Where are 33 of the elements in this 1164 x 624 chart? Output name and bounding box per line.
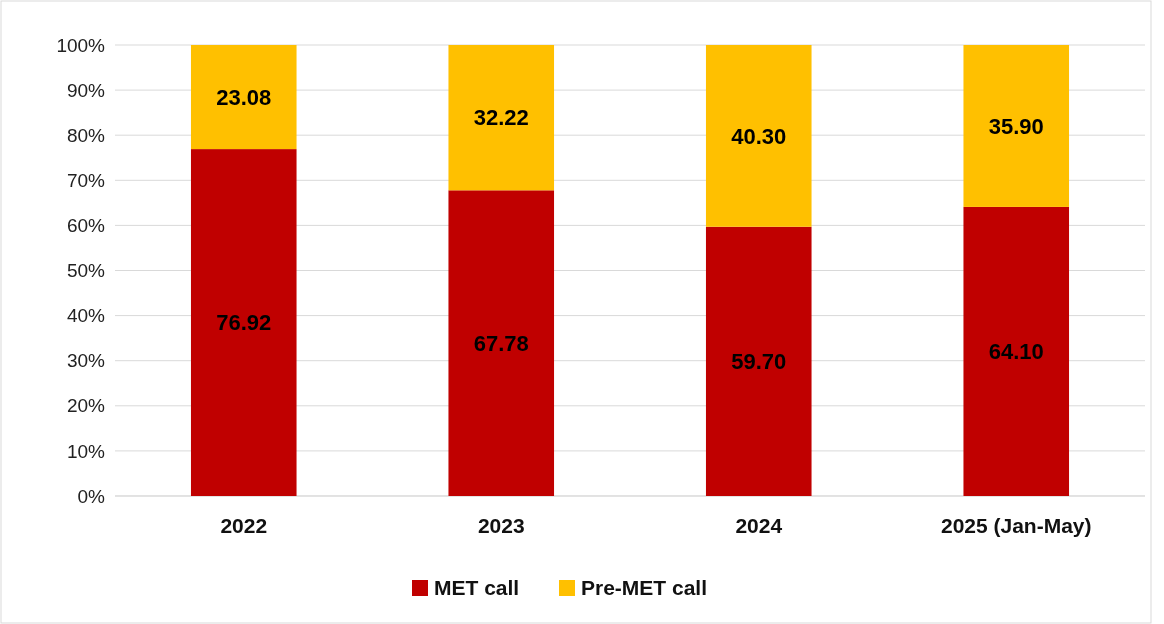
text: 67.78 <box>473 330 529 356</box>
y-tick-label: 100% <box>56 34 106 56</box>
bar <box>963 206 1070 496</box>
bar <box>963 45 1070 207</box>
text: 40.30 <box>731 123 787 149</box>
y-tick-label: 10% <box>66 440 106 462</box>
x-tick-label: 2025 (Jan-May) <box>940 514 1092 537</box>
y-tick-label: 80% <box>66 124 106 146</box>
y-tick-label: 60% <box>66 215 106 237</box>
x-tick-label: 2023 <box>477 514 525 537</box>
text: 32.22 <box>473 105 529 131</box>
text: 23.08 <box>216 84 272 110</box>
y-tick-label: 40% <box>66 305 106 327</box>
y-tick-label: 30% <box>66 350 106 372</box>
text: 64.10 <box>988 339 1044 365</box>
y-tick-label: 0% <box>77 485 106 507</box>
y-tick-label: 70% <box>66 169 106 191</box>
bar <box>705 45 812 227</box>
bar <box>190 149 297 496</box>
y-tick-label: 50% <box>66 260 106 282</box>
legend-label: Pre-MET call <box>581 576 708 600</box>
y-tick-label: 20% <box>66 395 106 417</box>
bar <box>190 45 297 150</box>
text: 59.70 <box>731 349 787 375</box>
bar <box>448 45 555 191</box>
text: 35.90 <box>988 113 1044 139</box>
text: 76.92 <box>216 310 272 336</box>
x-tick-label: 2022 <box>220 514 268 537</box>
bar <box>705 226 812 496</box>
y-tick-label: 90% <box>66 79 106 101</box>
x-tick-label: 2024 <box>735 514 783 537</box>
legend-label: MET call <box>434 576 520 600</box>
bar <box>448 190 555 496</box>
